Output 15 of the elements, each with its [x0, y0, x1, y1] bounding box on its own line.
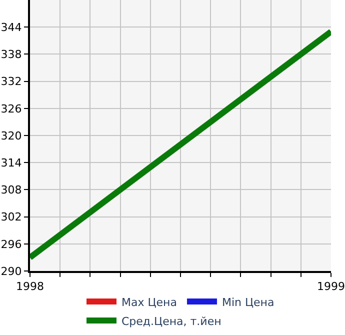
x-tick-label: 1999 — [317, 280, 345, 294]
y-tick-label: 290 — [0, 264, 22, 278]
legend-label: Min Цена — [222, 296, 274, 309]
y-tick-label: 338 — [0, 48, 22, 62]
y-tick-label: 326 — [0, 102, 22, 116]
legend-label: Сред.Цена, т.йен — [122, 314, 222, 328]
y-tick-label: 314 — [0, 156, 22, 170]
y-tick-label: 302 — [0, 210, 22, 224]
y-tick-label: 296 — [0, 238, 22, 251]
y-tick-label: 320 — [0, 129, 22, 142]
y-tick-label: 344 — [0, 20, 22, 34]
y-tick-label: 332 — [0, 75, 22, 88]
y-tick-label: 308 — [0, 184, 22, 197]
x-tick-label: 1998 — [16, 280, 44, 294]
legend-label: Max Цена — [122, 296, 177, 309]
